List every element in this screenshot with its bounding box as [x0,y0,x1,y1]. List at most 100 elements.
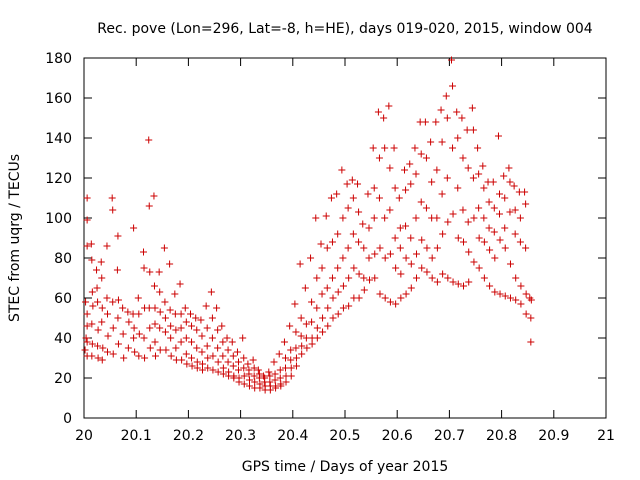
data-point [188,354,196,362]
data-point [459,206,467,214]
data-point [334,264,342,272]
data-point [160,244,168,252]
data-point [282,378,290,386]
data-point [360,274,368,282]
y-tick-label: 20 [54,371,72,387]
data-point [88,288,96,296]
data-point [437,106,445,114]
data-point [302,320,310,328]
data-point [162,346,170,354]
data-point [208,334,216,342]
data-point [516,238,524,246]
data-point [109,206,117,214]
data-point [464,164,472,172]
data-point [275,350,283,358]
data-point [120,354,128,362]
x-tick-label: 20.4 [277,428,308,444]
data-point [114,314,122,322]
data-point [240,364,248,372]
data-point [480,184,488,192]
data-point [390,144,398,152]
data-point [396,224,404,232]
data-point [166,260,174,268]
data-point [188,322,196,330]
x-axis: 20 20.1 20.2 20.3 20.4 20.5 20.6 20.7 20.8 20.9 21 [75,58,615,444]
data-point [202,302,210,310]
data-point [229,352,237,360]
data-point [240,372,248,380]
data-point [156,324,164,332]
data-point [83,322,91,330]
data-point [417,198,425,206]
data-point [203,342,211,350]
data-point [412,170,420,178]
data-point [88,352,96,360]
data-point [82,298,90,306]
data-point [418,236,426,244]
data-point [197,316,205,324]
data-point [150,282,158,290]
data-point [475,234,483,242]
data-point [413,250,421,258]
data-point [334,230,342,238]
data-point [423,268,431,276]
data-point [251,378,259,386]
data-point [83,338,91,346]
data-point [177,324,185,332]
data-point [265,368,273,376]
data-point [182,334,190,342]
data-point [203,324,211,332]
data-point [176,280,184,288]
data-point [166,306,174,314]
data-point [348,176,356,184]
data-point [219,352,227,360]
data-point [256,384,264,392]
data-point [370,184,378,192]
data-point [124,344,132,352]
data-point [458,114,466,122]
data-point [412,214,420,222]
data-point [178,356,186,364]
data-point [469,126,477,134]
x-tick-label: 20.3 [225,428,256,444]
data-point [522,244,530,252]
data-point [392,300,400,308]
data-point [88,340,96,348]
data-point [146,344,154,352]
data-point [407,284,415,292]
data-point [397,270,405,278]
data-point [151,320,159,328]
data-point [380,114,388,122]
data-point [270,358,278,366]
data-point [334,288,342,296]
data-point [485,198,493,206]
x-tick-label: 20 [75,428,93,444]
data-point [167,334,175,342]
data-point [208,314,216,322]
data-point [145,136,153,144]
data-point [500,172,508,180]
data-point [350,264,358,272]
data-point [318,264,326,272]
data-point [366,276,374,284]
data-point [271,376,279,384]
data-point [214,344,222,352]
data-point [422,154,430,162]
data-point [182,350,190,358]
data-point [391,184,399,192]
data-point [233,348,241,356]
data-point [360,244,368,252]
data-point [292,354,300,362]
data-point [443,174,451,182]
data-point [266,378,274,386]
data-point [192,314,200,322]
data-point [355,208,363,216]
data-point [401,166,409,174]
data-point [103,348,111,356]
data-point [396,244,404,252]
data-point [407,234,415,242]
data-point [229,362,237,370]
data-point [370,214,378,222]
data-point [395,194,403,202]
